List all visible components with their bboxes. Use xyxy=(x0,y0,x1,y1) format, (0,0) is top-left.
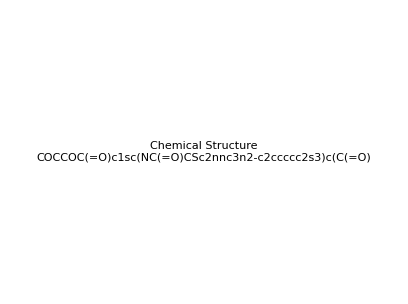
Text: Chemical Structure
COCCOC(=O)c1sc(NC(=O)CSc2nnc3n2-c2ccccc2s3)c(C(=O): Chemical Structure COCCOC(=O)c1sc(NC(=O)… xyxy=(37,141,371,163)
